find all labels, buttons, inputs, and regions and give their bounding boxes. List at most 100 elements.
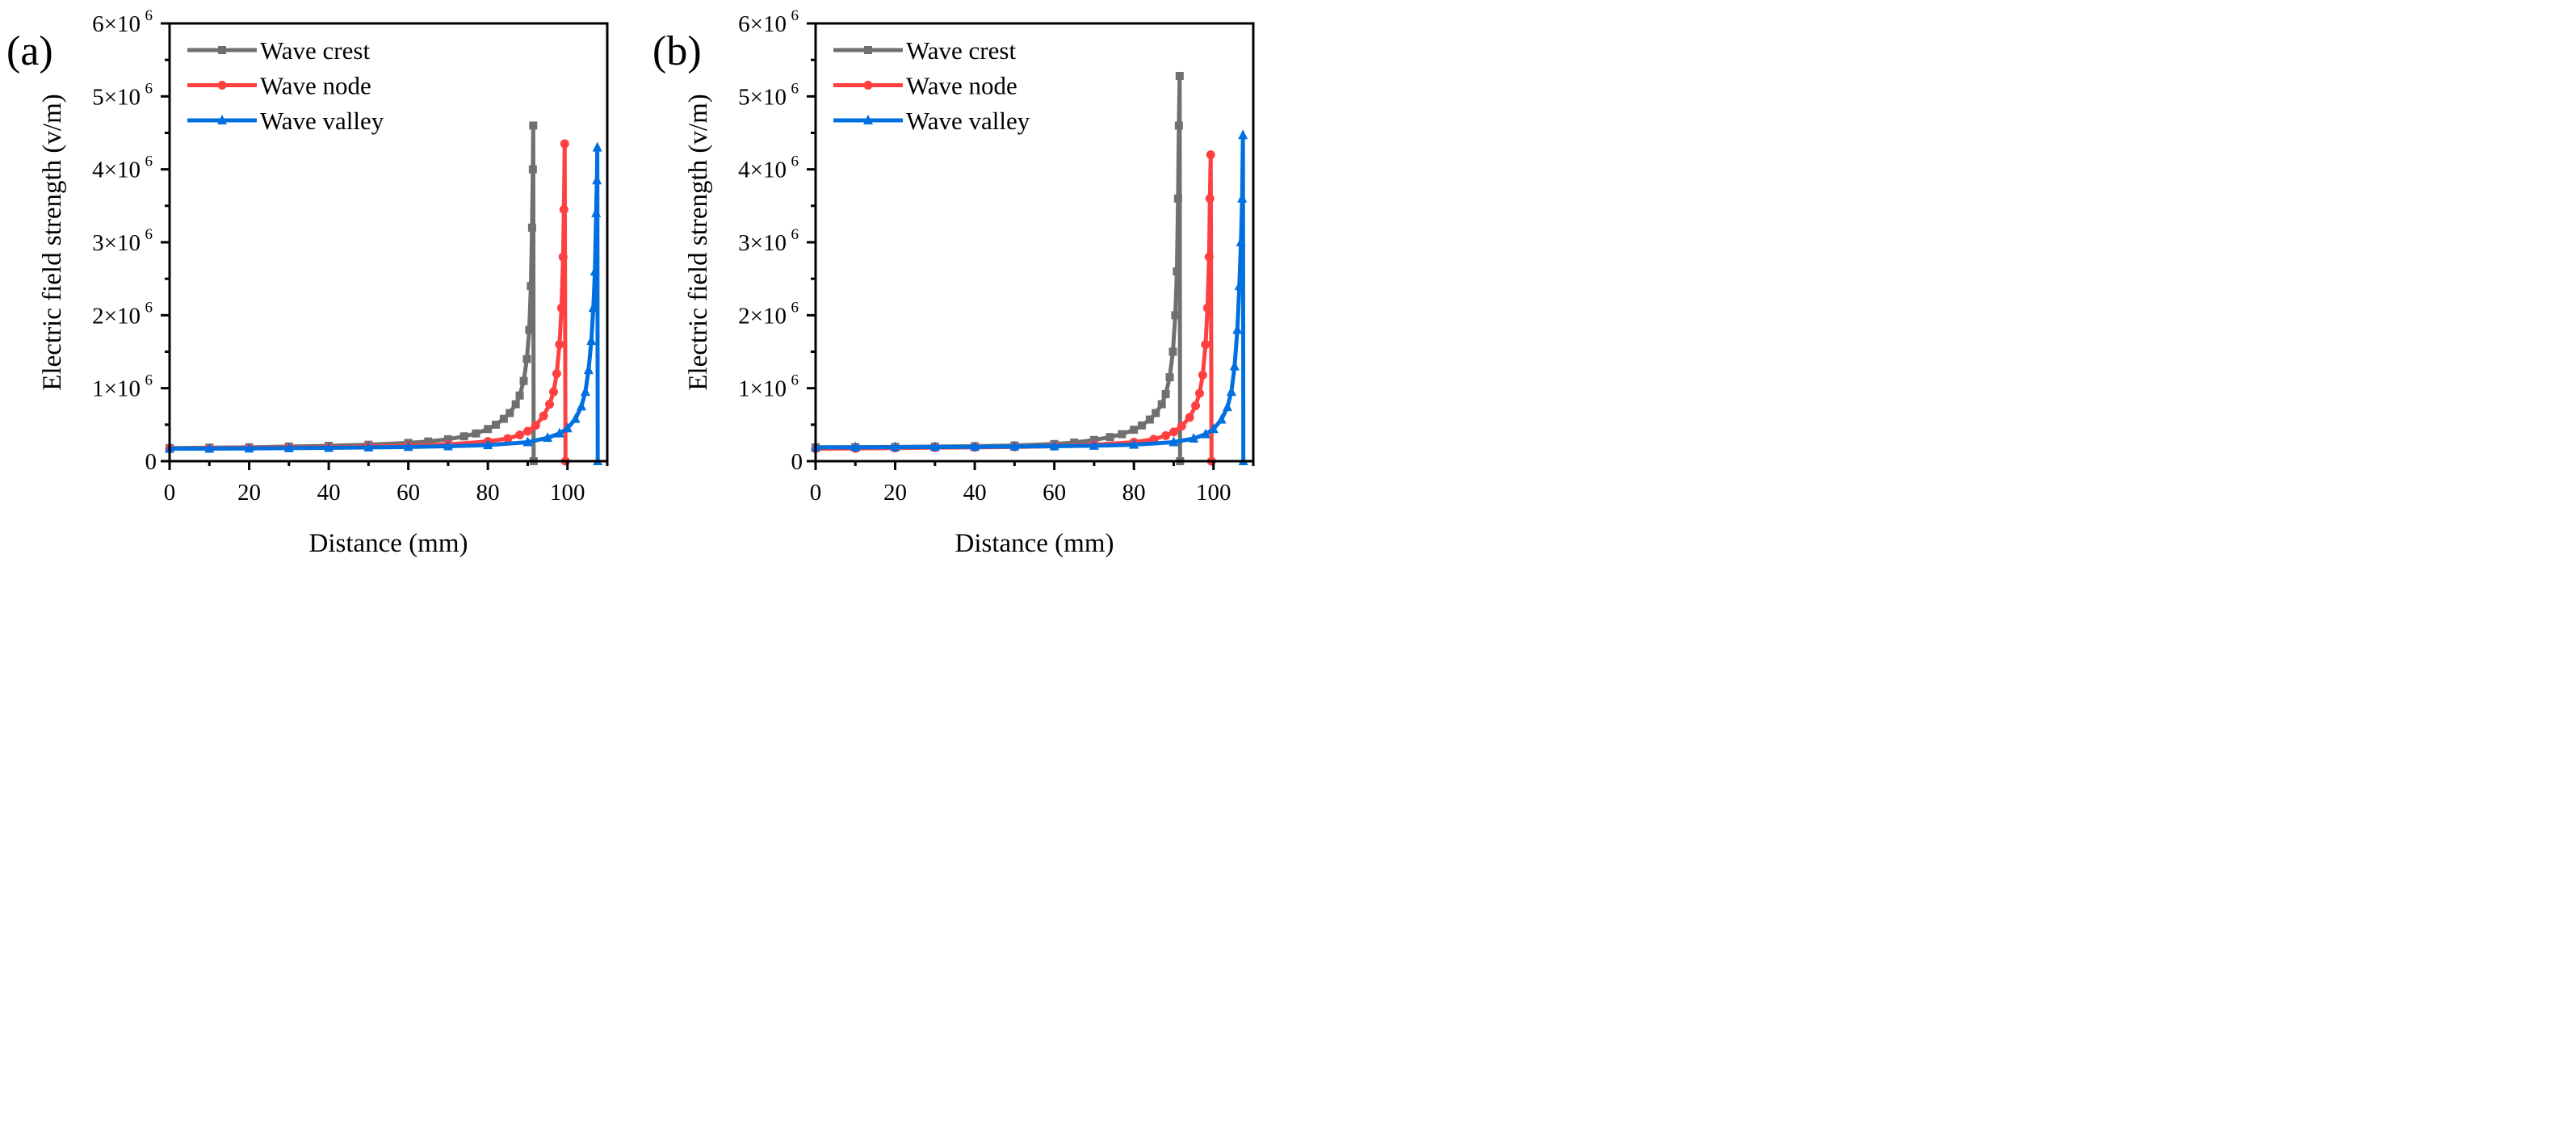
y-tick-exponent: 6 (145, 299, 153, 316)
y-tick-label: 1×10 (738, 376, 787, 402)
data-point (592, 141, 602, 152)
x-axis-label: Distance (mm) (954, 529, 1114, 558)
data-point (1009, 440, 1020, 451)
data-point (522, 426, 532, 436)
y-tick-exponent: 6 (791, 226, 799, 243)
data-point (1238, 129, 1248, 140)
data-point (591, 207, 602, 217)
data-point (1174, 121, 1183, 130)
data-point (519, 376, 528, 385)
data-point (1171, 311, 1180, 320)
data-point (1229, 360, 1240, 371)
y-tick-label: 0 (145, 449, 157, 475)
legend-label: Wave node (260, 72, 371, 100)
data-point (890, 441, 900, 451)
data-point (528, 165, 537, 174)
data-point (506, 409, 514, 418)
legend-label: Wave valley (260, 107, 384, 135)
legend-label: Wave valley (906, 107, 1030, 135)
y-tick-exponent: 6 (145, 153, 153, 170)
series-wave-node (811, 150, 1216, 466)
data-point (529, 121, 538, 130)
data-point (1175, 72, 1184, 81)
legend-label: Wave crest (260, 36, 370, 65)
x-tick-label: 60 (396, 480, 420, 506)
data-point (403, 441, 413, 451)
panel-label: (a) (6, 28, 53, 74)
data-point (472, 429, 480, 438)
x-tick-label: 80 (476, 480, 500, 506)
data-point (1168, 436, 1179, 447)
data-point (1161, 430, 1171, 440)
data-point (527, 223, 536, 232)
data-point (522, 436, 533, 447)
data-point (1198, 370, 1207, 380)
legend-label: Wave node (906, 72, 1017, 100)
y-tick-label: 1×10 (92, 376, 141, 402)
data-point (1173, 267, 1181, 276)
data-point (554, 427, 564, 438)
data-point (586, 334, 597, 345)
data-point (204, 443, 215, 453)
y-tick-label: 6×10 (738, 11, 787, 37)
data-point (1089, 435, 1098, 444)
data-point (589, 266, 600, 276)
data-point (511, 400, 520, 409)
data-point (548, 387, 558, 397)
data-point (562, 422, 573, 433)
y-tick-label: 3×10 (738, 230, 787, 256)
series-wave-valley (165, 141, 603, 465)
y-tick-exponent: 6 (145, 372, 153, 389)
y-tick-exponent: 6 (145, 226, 153, 243)
series-line (169, 123, 536, 462)
y-tick-label: 2×10 (738, 303, 787, 329)
data-point (1206, 150, 1215, 160)
data-point (522, 355, 531, 363)
panel-label: (b) (652, 28, 702, 74)
y-tick-label: 4×10 (738, 157, 787, 183)
data-point (560, 139, 569, 149)
data-point (492, 420, 501, 429)
data-point (1161, 389, 1170, 398)
data-point (576, 401, 586, 411)
panel-a: Wave crest Wave node Wave valley 0 20 40 60 80 1… (6, 7, 609, 558)
data-point (324, 442, 334, 452)
data-point (515, 391, 524, 400)
y-tick-label: 5×10 (738, 84, 787, 110)
data-point (1222, 401, 1232, 412)
x-tick-label: 20 (237, 480, 261, 506)
data-point (499, 414, 508, 423)
data-point (1168, 347, 1177, 356)
data-point (1208, 423, 1219, 434)
data-point (588, 302, 598, 313)
data-point (1129, 439, 1139, 449)
data-point (545, 400, 555, 409)
data-point (539, 411, 548, 421)
data-point (556, 303, 566, 313)
plot-frame (814, 22, 1255, 463)
data-point (515, 430, 525, 439)
data-point (363, 442, 374, 452)
data-point (929, 441, 940, 451)
y-tick-exponent: 6 (791, 80, 799, 97)
data-point (443, 440, 453, 451)
data-point (1236, 237, 1246, 246)
y-axis-label: Electric field strength (v/m) (38, 94, 67, 390)
plot-frame (168, 22, 609, 463)
series-wave-valley (811, 129, 1248, 465)
data-point (580, 386, 590, 397)
data-point (1237, 192, 1248, 203)
data-point (1200, 428, 1210, 439)
data-point (1185, 413, 1194, 422)
data-point (1105, 433, 1114, 442)
data-point (443, 435, 452, 443)
x-tick-label: 40 (317, 480, 341, 506)
x-tick-label: 60 (1043, 480, 1066, 506)
data-point (552, 369, 561, 379)
data-point (1226, 386, 1236, 397)
data-point (970, 441, 980, 451)
data-point (592, 174, 602, 185)
y-tick-exponent: 6 (791, 372, 799, 389)
data-point (1152, 409, 1160, 418)
